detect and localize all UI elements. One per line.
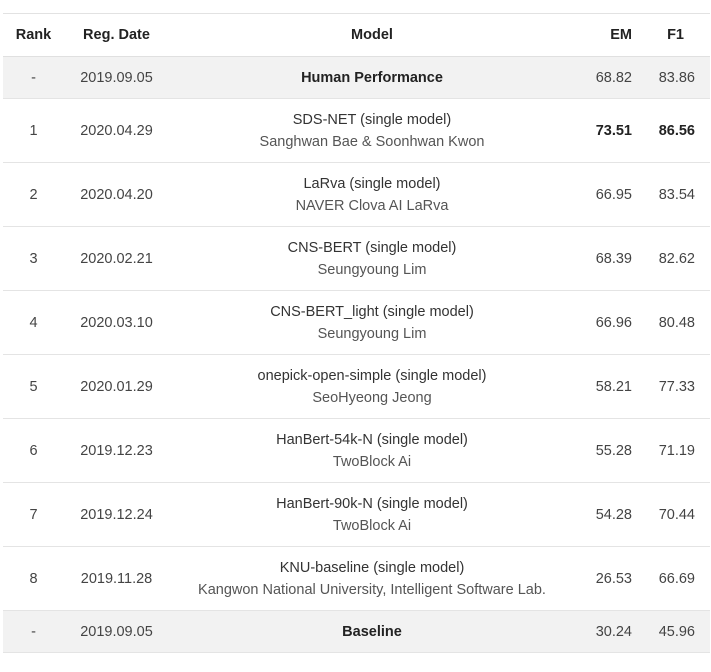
model-name: HanBert-54k-N (single model) <box>276 431 468 448</box>
leaderboard-table: Rank Reg. Date Model EM F1 - 2019.09.05 … <box>3 13 710 653</box>
table-header: Rank Reg. Date Model EM F1 <box>3 13 710 57</box>
table-row-human-performance: - 2019.09.05 Human Performance 68.82 83.… <box>3 56 710 99</box>
header-model[interactable]: Model <box>169 13 575 57</box>
f1-cell: 77.33 <box>658 378 695 395</box>
em-cell: 55.28 <box>595 442 632 459</box>
model-cell: CNS-BERT_light (single model) Seungyoung… <box>169 291 575 355</box>
rank-cell: 7 <box>29 506 38 523</box>
model-organization: NAVER Clova AI LaRva <box>295 197 449 214</box>
header-row: Rank Reg. Date Model EM F1 <box>3 13 710 57</box>
table-row: 1 2020.04.29 SDS-NET (single model) Sang… <box>3 99 710 163</box>
header-reg-date[interactable]: Reg. Date <box>64 13 169 57</box>
model-cell: CNS-BERT (single model) Seungyoung Lim <box>169 227 575 291</box>
model-name: HanBert-90k-N (single model) <box>276 495 468 512</box>
rank-cell: 5 <box>29 378 38 395</box>
reg-date-cell: 2019.11.28 <box>80 570 153 587</box>
reg-date-cell: 2020.01.29 <box>80 378 153 395</box>
table-row: 3 2020.02.21 CNS-BERT (single model) Seu… <box>3 227 710 291</box>
model-organization: Sanghwan Bae & Soonhwan Kwon <box>259 133 485 150</box>
table-row: 5 2020.01.29 onepick-open-simple (single… <box>3 355 710 419</box>
table-row: 7 2019.12.24 HanBert-90k-N (single model… <box>3 483 710 547</box>
model-cell: Baseline <box>169 611 575 653</box>
em-cell: 30.24 <box>595 623 632 640</box>
rank-cell: 8 <box>29 570 38 587</box>
model-name: CNS-BERT_light (single model) <box>270 303 474 320</box>
rank-cell: - <box>31 623 36 640</box>
f1-cell: 83.54 <box>658 186 695 203</box>
model-name: KNU-baseline (single model) <box>279 559 465 576</box>
header-f1[interactable]: F1 <box>648 13 710 57</box>
em-cell: 68.39 <box>595 250 632 267</box>
rank-cell: 2 <box>29 186 38 203</box>
rank-cell: - <box>31 69 36 86</box>
rank-cell: 3 <box>29 250 38 267</box>
model-organization: TwoBlock Ai <box>332 453 412 470</box>
table-row: 6 2019.12.23 HanBert-54k-N (single model… <box>3 419 710 483</box>
table-body: - 2019.09.05 Human Performance 68.82 83.… <box>3 56 710 653</box>
reg-date-cell: 2019.12.24 <box>80 506 153 523</box>
table-row: 8 2019.11.28 KNU-baseline (single model)… <box>3 547 710 611</box>
model-name: Human Performance <box>301 69 443 86</box>
em-cell: 26.53 <box>595 570 632 587</box>
f1-cell: 86.56 <box>658 122 695 139</box>
model-organization: Seungyoung Lim <box>317 261 427 278</box>
reg-date-cell: 2020.04.20 <box>80 186 153 203</box>
reg-date-cell: 2019.09.05 <box>80 69 153 86</box>
model-cell: SDS-NET (single model) Sanghwan Bae & So… <box>169 99 575 163</box>
model-name: Baseline <box>342 623 402 640</box>
em-cell: 54.28 <box>595 506 632 523</box>
reg-date-cell: 2019.09.05 <box>80 623 153 640</box>
table-row: 4 2020.03.10 CNS-BERT_light (single mode… <box>3 291 710 355</box>
em-cell: 58.21 <box>595 378 632 395</box>
model-cell: onepick-open-simple (single model) SeoHy… <box>169 355 575 419</box>
model-name: onepick-open-simple (single model) <box>257 367 487 384</box>
model-cell: LaRva (single model) NAVER Clova AI LaRv… <box>169 163 575 227</box>
f1-cell: 80.48 <box>658 314 695 331</box>
model-name: SDS-NET (single model) <box>292 111 452 128</box>
model-organization: Seungyoung Lim <box>317 325 427 342</box>
rank-cell: 6 <box>29 442 38 459</box>
header-rank[interactable]: Rank <box>3 13 64 57</box>
table-row-baseline: - 2019.09.05 Baseline 30.24 45.96 <box>3 610 710 653</box>
em-cell: 66.95 <box>595 186 632 203</box>
em-cell: 73.51 <box>595 122 632 139</box>
f1-cell: 71.19 <box>658 442 695 459</box>
em-cell: 68.82 <box>595 69 632 86</box>
model-name: LaRva (single model) <box>303 175 441 192</box>
model-organization: SeoHyeong Jeong <box>312 389 432 406</box>
f1-cell: 70.44 <box>658 506 695 523</box>
f1-cell: 82.62 <box>658 250 695 267</box>
rank-cell: 1 <box>29 122 38 139</box>
model-organization: TwoBlock Ai <box>332 517 412 534</box>
em-cell: 66.96 <box>595 314 632 331</box>
table-row: 2 2020.04.20 LaRva (single model) NAVER … <box>3 163 710 227</box>
model-organization: Kangwon National University, Intelligent… <box>198 581 546 598</box>
leaderboard: Rank Reg. Date Model EM F1 - 2019.09.05 … <box>3 13 710 653</box>
model-cell: Human Performance <box>169 57 575 99</box>
reg-date-cell: 2020.04.29 <box>80 122 153 139</box>
model-cell: HanBert-90k-N (single model) TwoBlock Ai <box>169 483 575 547</box>
f1-cell: 45.96 <box>658 623 695 640</box>
reg-date-cell: 2020.02.21 <box>80 250 153 267</box>
header-em[interactable]: EM <box>575 13 648 57</box>
reg-date-cell: 2019.12.23 <box>80 442 153 459</box>
model-name: CNS-BERT (single model) <box>287 239 457 256</box>
model-cell: HanBert-54k-N (single model) TwoBlock Ai <box>169 419 575 483</box>
reg-date-cell: 2020.03.10 <box>80 314 153 331</box>
model-cell: KNU-baseline (single model) Kangwon Nati… <box>169 547 575 611</box>
f1-cell: 66.69 <box>658 570 695 587</box>
rank-cell: 4 <box>29 314 38 331</box>
f1-cell: 83.86 <box>658 69 695 86</box>
